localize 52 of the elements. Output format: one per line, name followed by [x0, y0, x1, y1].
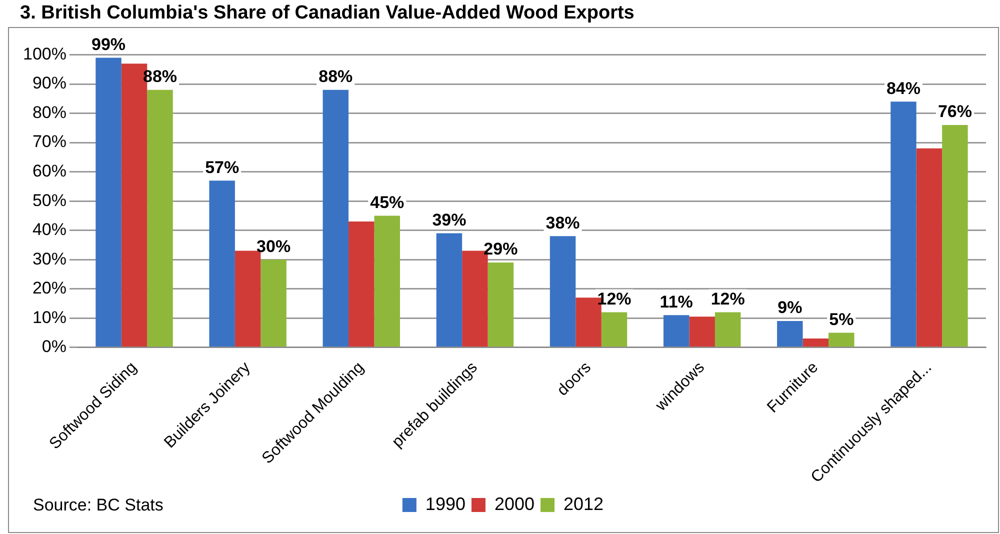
y-tick-label: 50%	[32, 190, 66, 210]
data-label: 12%	[597, 289, 632, 308]
data-label: 11%	[660, 292, 693, 312]
data-label: 9%	[778, 298, 802, 318]
bar	[714, 312, 741, 347]
bar	[802, 338, 829, 347]
bar	[260, 260, 286, 347]
y-tick-label: 90%	[32, 74, 66, 93]
data-label: 38%	[546, 213, 580, 232]
bar	[942, 125, 968, 347]
data-label: 45%	[370, 192, 404, 212]
chart-title: 3. British Columbia's Share of Canadian Value-Added Wood Exports	[20, 2, 634, 24]
data-label: 99%	[92, 34, 126, 54]
data-label: 30%	[256, 236, 291, 256]
bar	[96, 58, 122, 347]
y-tick-label: 80%	[32, 102, 66, 122]
bar	[322, 90, 349, 347]
y-tick-label: 60%	[32, 162, 66, 180]
bar	[234, 250, 261, 347]
data-label: 29%	[484, 240, 518, 259]
legend-label: 2012	[564, 494, 604, 514]
data-label: 84%	[886, 78, 920, 98]
bar	[488, 262, 514, 347]
bar	[916, 148, 942, 347]
y-tick-label: 100%	[22, 44, 66, 64]
data-label: 5%	[829, 310, 854, 329]
bar	[601, 312, 628, 347]
y-tick-label: 30%	[32, 249, 66, 268]
data-label: 39%	[432, 210, 466, 230]
legend-label: 2000	[494, 494, 535, 514]
legend-label: 1990	[425, 494, 466, 514]
bar	[689, 316, 715, 347]
bar	[550, 236, 576, 347]
bar	[828, 332, 854, 347]
source-note: Source: BC Stats	[33, 496, 164, 515]
bar	[777, 321, 803, 347]
y-tick-label: 40%	[32, 220, 66, 240]
y-tick-label: 0%	[42, 337, 66, 356]
bar	[209, 180, 235, 347]
data-label: 76%	[938, 102, 972, 122]
y-tick-label: 10%	[32, 308, 66, 327]
data-label: 88%	[318, 67, 353, 86]
bar	[348, 222, 374, 347]
y-tick-label: 20%	[32, 278, 66, 298]
bar	[663, 315, 690, 347]
bar	[147, 90, 173, 347]
data-label: 57%	[205, 158, 240, 177]
bar	[436, 233, 462, 347]
bar	[890, 102, 916, 347]
data-label: 12%	[710, 289, 745, 308]
bar	[374, 216, 400, 347]
y-tick-label: 70%	[32, 132, 66, 152]
